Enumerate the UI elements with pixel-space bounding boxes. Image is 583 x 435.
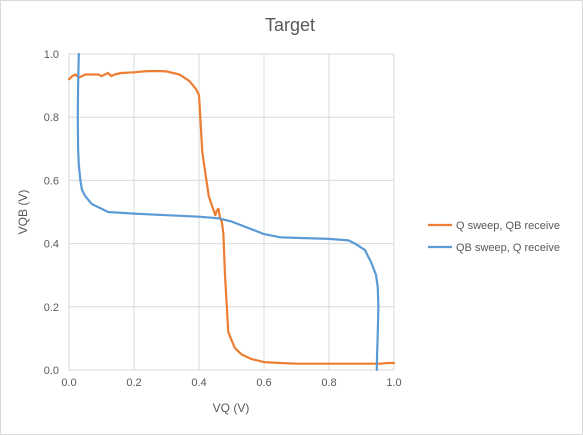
x-tick-label: 0.0: [61, 377, 76, 389]
tick-labels: 0.0 0.2 0.4 0.6 0.8 1.0 0.0 0.2 0.4 0.6 0.8 1.0: [44, 49, 402, 389]
series-group: [67, 52, 396, 372]
legend: Q sweep, QB receive QB sweep, Q receive: [428, 220, 560, 254]
legend-label-qb-sweep: QB sweep, Q receive: [456, 242, 560, 254]
y-tick-label: 0.8: [44, 112, 59, 124]
y-tick-label: 0.2: [44, 302, 59, 314]
chart-title: Target: [265, 15, 315, 35]
y-axis-title: VQB (V): [16, 190, 30, 235]
y-tick-label: 0.6: [44, 175, 59, 187]
series-line-q-sweep: [67, 70, 396, 365]
x-tick-label: 1.0: [386, 377, 401, 389]
x-tick-label: 0.2: [126, 377, 141, 389]
y-tick-label: 0.4: [44, 239, 59, 251]
y-tick-label: 1.0: [44, 49, 59, 61]
y-tick-label: 0.0: [44, 365, 59, 377]
x-tick-label: 0.8: [321, 377, 336, 389]
x-tick-label: 0.4: [191, 377, 206, 389]
series-line-qb-sweep: [76, 52, 380, 372]
legend-label-q-sweep: Q sweep, QB receive: [456, 220, 560, 232]
x-axis-title: VQ (V): [213, 401, 250, 415]
x-tick-label: 0.6: [256, 377, 271, 389]
grid: [68, 53, 395, 371]
